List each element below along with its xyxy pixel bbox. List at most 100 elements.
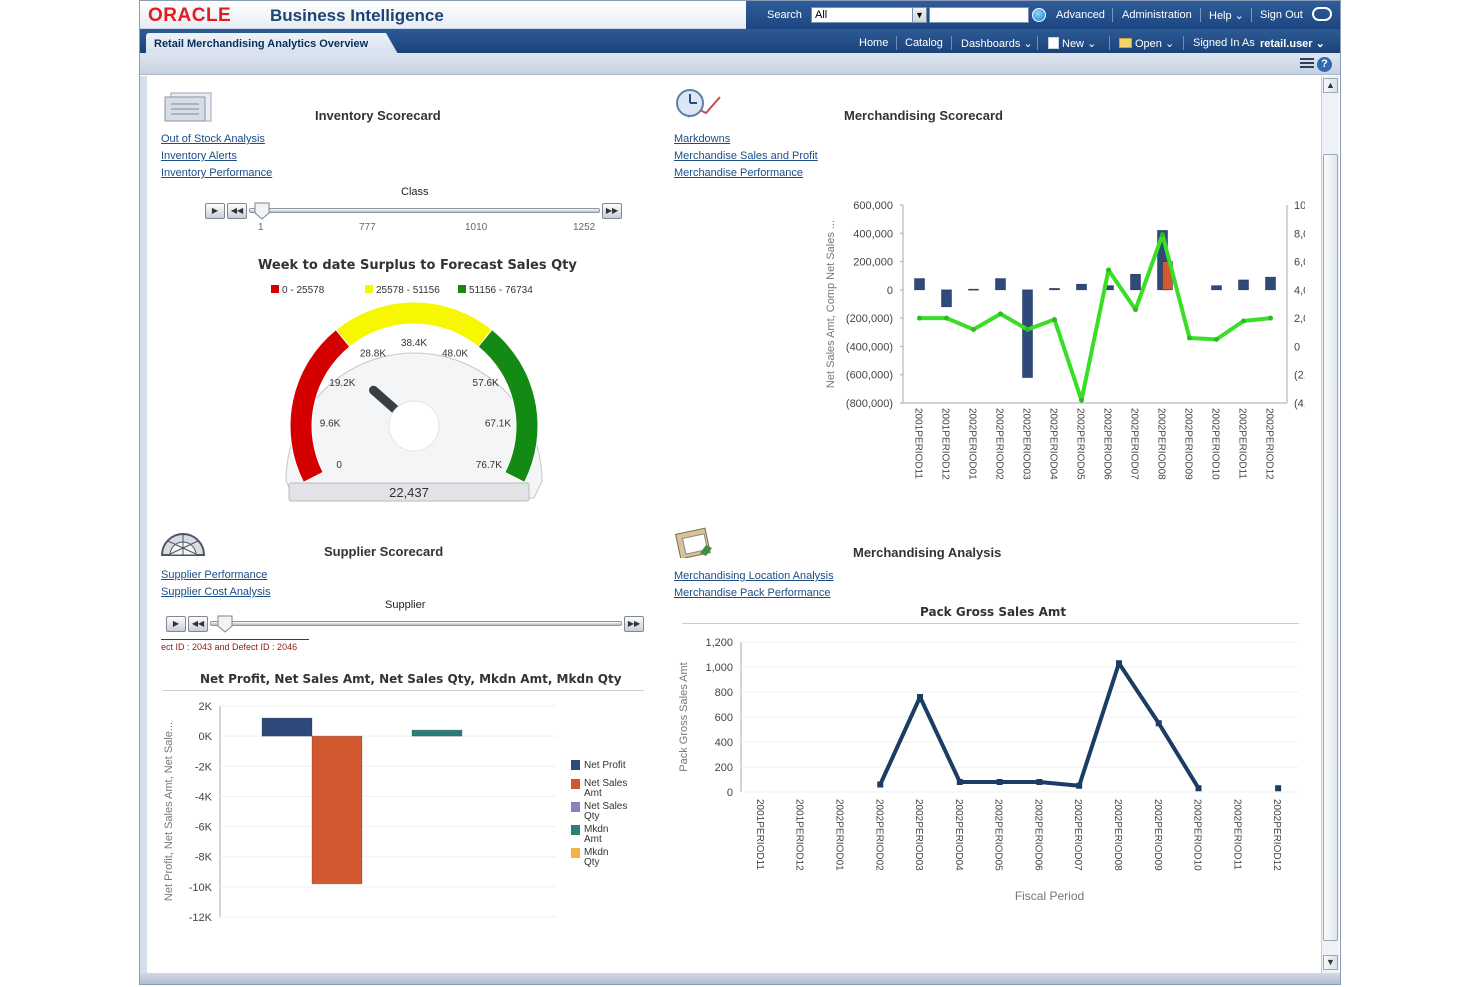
pack-sales-point	[1195, 785, 1202, 792]
pack-sales-point	[1036, 779, 1043, 785]
tab-retail-overview-label: Retail Merchandising Analytics Overview	[154, 38, 369, 50]
bottom-border	[140, 973, 1340, 984]
gauge-hub	[388, 400, 440, 452]
scroll-down-icon[interactable]: ▼	[1323, 955, 1338, 970]
search-scope-value: All	[815, 9, 828, 21]
sign-out-link[interactable]: Sign Out	[1260, 9, 1303, 21]
scroll-thumb[interactable]	[1323, 154, 1338, 941]
administration-link[interactable]: Administration	[1122, 9, 1192, 21]
markdowns-link[interactable]: Markdowns	[674, 133, 731, 145]
inventory-performance-link[interactable]: Inventory Performance	[161, 167, 273, 179]
merch-pack-link[interactable]: Merchandise Pack Performance	[674, 587, 831, 599]
legend-swatch	[571, 802, 580, 812]
legend-label: Qty	[584, 811, 600, 822]
play-icon[interactable]: ▶	[205, 203, 225, 219]
chevron-down-icon[interactable]: ▼	[912, 8, 926, 22]
help-label: Help	[1209, 10, 1232, 22]
net-profit-point	[1187, 335, 1192, 341]
class-tick: 1252	[573, 222, 596, 233]
net-profit-point	[1241, 318, 1246, 324]
out-of-stock-link[interactable]: Out of Stock Analysis	[161, 133, 265, 145]
bar-net-sales-amt	[1076, 283, 1087, 291]
class-slider-thumb[interactable]	[254, 202, 270, 220]
supplier-filter-text: ect ID : 2043 and Defect ID : 2046	[161, 642, 298, 652]
merch-location-link[interactable]: Merchandising Location Analysis	[674, 570, 834, 582]
gauge-legend-item: 51156 - 76734	[458, 285, 533, 296]
x-tick-label: 2002PERIOD10	[1210, 408, 1221, 480]
merchandising-scorecard-title: Merchandising Scorecard	[844, 108, 1003, 123]
x-tick-label: 2001PERIOD11	[913, 408, 924, 479]
new-icon	[1048, 37, 1059, 49]
y-tick-label: -4K	[195, 791, 213, 803]
divider	[1112, 8, 1113, 22]
supplier-slider[interactable]	[210, 621, 622, 626]
sign-out-icon[interactable]	[1312, 7, 1332, 21]
y-tick-label: -2K	[195, 761, 213, 773]
gauge-tick-label: 38.4K	[401, 338, 427, 349]
inventory-alerts-link[interactable]: Inventory Alerts	[161, 150, 237, 162]
oracle-logo: ORACLE	[148, 5, 232, 26]
left-axis-tick-label: 400,000	[853, 228, 893, 240]
merch-sales-profit-link[interactable]: Merchandise Sales and Profit	[674, 150, 818, 162]
user-menu[interactable]: retail.user ⌄	[1260, 38, 1325, 50]
supplier-slider-thumb[interactable]	[217, 615, 233, 633]
class-slider[interactable]	[249, 208, 600, 213]
search-go-icon[interactable]	[1032, 8, 1046, 22]
gauge-value-label: 22,437	[389, 485, 429, 500]
merchandising-scorecard-chart: 600,000 400,000 200,000 0 (200,000) (400,000)…	[825, 200, 1305, 480]
x-tick-label: 2002PERIOD12	[1264, 408, 1275, 480]
scroll-up-icon[interactable]: ▲	[1323, 78, 1338, 93]
net-profit-line	[919, 232, 1271, 403]
merchandising-analysis-title: Merchandising Analysis	[853, 545, 1002, 560]
fast-forward-icon[interactable]: ▶▶	[602, 203, 622, 219]
left-axis-tick-label: (800,000)	[846, 398, 893, 410]
page-options-icon[interactable]	[1300, 58, 1314, 70]
tab-retail-overview[interactable]	[146, 33, 398, 54]
class-tick: 1010	[465, 222, 488, 233]
gauge-tick-label: 9.6K	[320, 419, 341, 430]
x-tick-label: 2002PERIOD05	[1075, 408, 1086, 480]
y-tick-label: 1,000	[705, 662, 733, 674]
rewind-icon[interactable]: ◀◀	[188, 616, 208, 632]
legend-swatch-green	[458, 285, 466, 293]
clock-chart-icon	[676, 89, 721, 118]
supplier-scorecard-title: Supplier Scorecard	[324, 544, 444, 559]
new-menu[interactable]: New ⌄	[1048, 37, 1096, 50]
gauge-legend-2: 51156 - 76734	[469, 285, 533, 296]
x-tick-label: 2002PERIOD03	[913, 799, 924, 871]
y-axis-title: Pack Gross Sales Amt	[678, 662, 690, 771]
legend-label: Net Sales	[584, 801, 627, 812]
rewind-icon[interactable]: ◀◀	[227, 203, 247, 219]
open-menu[interactable]: Open ⌄	[1119, 37, 1174, 50]
supplier-performance-link[interactable]: Supplier Performance	[161, 569, 268, 581]
gauge-tick-label: 0	[336, 460, 342, 471]
gauge-tick-label: 76.7K	[476, 460, 502, 471]
catalog-link[interactable]: Catalog	[905, 37, 943, 49]
dashboards-menu[interactable]: Dashboards ⌄	[961, 38, 1033, 50]
search-input[interactable]	[929, 7, 1029, 23]
y-tick-label: 600	[715, 712, 733, 724]
divider	[1109, 36, 1110, 50]
class-tick: 1	[258, 222, 264, 233]
legend-label: Mkdn	[584, 824, 608, 835]
pack-sales-point	[1155, 720, 1162, 727]
supplier-cost-link[interactable]: Supplier Cost Analysis	[161, 586, 271, 598]
help-icon[interactable]: ?	[1317, 57, 1332, 72]
x-tick-label: 2002PERIOD08	[1112, 799, 1123, 871]
merch-performance-link[interactable]: Merchandise Performance	[674, 167, 804, 179]
bar-mkdn-amt	[411, 729, 463, 737]
fast-forward-icon[interactable]: ▶▶	[624, 616, 644, 632]
x-tick-label: 2002PERIOD10	[1192, 799, 1203, 871]
bar-net-sales-amt	[1049, 288, 1060, 291]
advanced-link[interactable]: Advanced	[1056, 9, 1105, 21]
x-tick-label: 2002PERIOD09	[1183, 408, 1194, 480]
search-scope-select[interactable]: All ▼	[811, 7, 927, 23]
y-tick-label: 0K	[199, 731, 213, 743]
play-icon[interactable]: ▶	[166, 616, 186, 632]
inventory-document-icon	[164, 92, 212, 122]
help-menu[interactable]: Help ⌄	[1209, 10, 1244, 22]
net-profit-point	[998, 311, 1003, 317]
gauge-tick-label: 57.6K	[473, 378, 499, 389]
home-link[interactable]: Home	[859, 37, 889, 49]
vertical-scrollbar[interactable]: ▲ ▼	[1321, 76, 1339, 973]
